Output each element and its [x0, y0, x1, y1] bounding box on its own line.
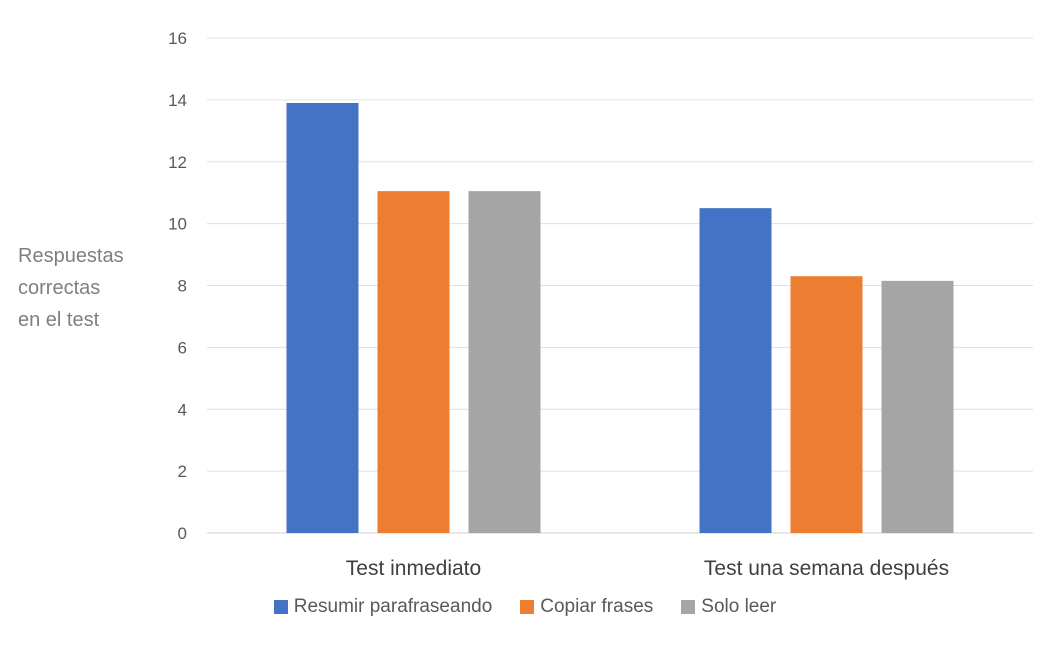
- legend-item-resumir: Resumir parafraseando: [273, 596, 493, 618]
- legend-item-copiar: Copiar frases: [520, 596, 653, 618]
- y-tick-label: 0: [178, 524, 187, 543]
- legend-swatch-solo-leer: [681, 600, 696, 614]
- bar: [790, 276, 863, 533]
- y-axis-label-line-1: Respuestas: [18, 245, 124, 267]
- y-tick-label: 14: [168, 91, 187, 110]
- y-tick-label: 2: [178, 462, 187, 481]
- y-tick-label: 12: [168, 153, 187, 172]
- y-tick-label: 4: [178, 400, 187, 419]
- y-tick-label: 8: [178, 277, 187, 296]
- bar: [881, 280, 954, 533]
- y-axis-label-line-3: en el test: [18, 309, 100, 331]
- bar: [699, 208, 772, 533]
- legend-swatch-copiar: [520, 600, 535, 614]
- bar: [286, 102, 359, 533]
- y-axis-label: Respuestas correctas en el test: [18, 240, 158, 336]
- legend-label-copiar: Copiar frases: [540, 596, 654, 617]
- bar: [468, 191, 541, 533]
- legend-label-resumir: Resumir parafraseando: [293, 596, 493, 617]
- x-tick-label: Test una semana después: [704, 557, 949, 580]
- legend: Resumir parafraseando Copiar frases Solo…: [0, 596, 1050, 618]
- legend-swatch-resumir: [273, 600, 288, 614]
- y-tick-label: 16: [168, 29, 187, 48]
- bar: [377, 191, 450, 533]
- x-tick-label: Test inmediato: [346, 557, 481, 580]
- y-tick-label: 10: [168, 215, 187, 234]
- legend-label-solo-leer: Solo leer: [701, 596, 777, 617]
- legend-item-solo-leer: Solo leer: [681, 596, 776, 618]
- y-tick-label: 6: [178, 338, 187, 357]
- y-axis-label-line-2: correctas: [18, 277, 101, 299]
